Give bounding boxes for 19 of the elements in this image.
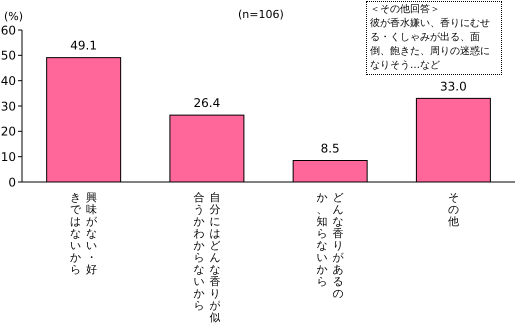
data-label: 26.4 — [194, 96, 220, 110]
y-tick-label: 20 — [0, 124, 16, 139]
y-axis-title: (%) — [4, 10, 24, 23]
text: ＜その他回答＞ — [370, 3, 441, 17]
y-tick-label: 40 — [0, 74, 16, 88]
chart-subtitle: (n=106) — [238, 8, 284, 21]
data-label: 49.1 — [70, 38, 98, 53]
y-tick-label: 0 — [8, 175, 16, 190]
data-label: 8.5 — [320, 141, 340, 156]
category-label: 興味がない・好きではないから — [70, 191, 98, 276]
y-tick-label: 30 — [0, 99, 16, 114]
y-tick-label: 10 — [0, 150, 16, 164]
y-tick-label: 60 — [0, 23, 16, 38]
category-label: どんな香りがあるのか、知らないから — [316, 191, 344, 300]
x-tick-label: その他 — [448, 191, 459, 228]
y-tick-label: 50 — [0, 48, 16, 63]
data-label: 33.0 — [440, 79, 467, 94]
category-label: 自分にはどんな香りが似合うかわからないから — [193, 191, 220, 324]
annotation: 彼が香水嫌い、香りにむせる・くしゃみが出る、面倒、飽きた、周りの迷惑になりそう…など — [370, 17, 491, 73]
